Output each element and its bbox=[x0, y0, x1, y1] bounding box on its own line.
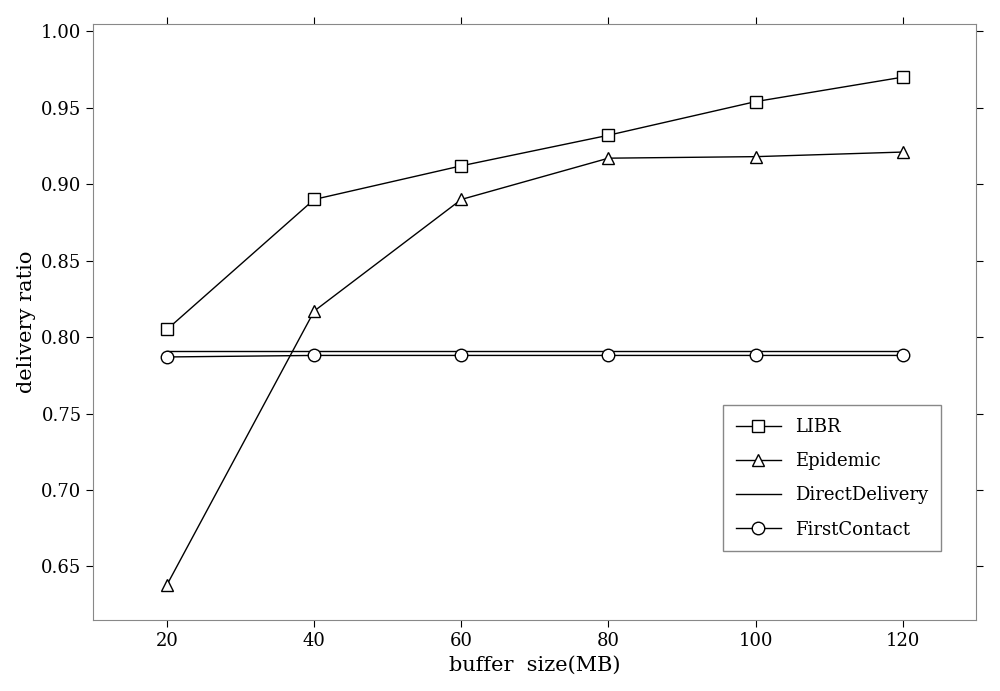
FirstContact bbox=[161, 353, 173, 361]
X-axis label: buffer  size(MB): buffer size(MB) bbox=[449, 655, 621, 674]
LIBR bbox=[455, 162, 467, 170]
LIBR bbox=[750, 97, 762, 106]
DirectDelivery bbox=[750, 347, 762, 355]
Epidemic bbox=[308, 307, 320, 315]
DirectDelivery bbox=[161, 347, 173, 355]
FirstContact bbox=[602, 351, 614, 359]
Epidemic bbox=[455, 196, 467, 204]
Epidemic bbox=[161, 580, 173, 589]
LIBR bbox=[897, 73, 909, 82]
Epidemic bbox=[602, 154, 614, 162]
DirectDelivery bbox=[897, 347, 909, 355]
Epidemic bbox=[750, 153, 762, 161]
FirstContact bbox=[308, 351, 320, 359]
Line: LIBR: LIBR bbox=[161, 72, 908, 335]
Y-axis label: delivery ratio: delivery ratio bbox=[17, 251, 36, 393]
LIBR bbox=[161, 325, 173, 334]
Epidemic bbox=[897, 148, 909, 156]
FirstContact bbox=[897, 351, 909, 359]
DirectDelivery bbox=[455, 347, 467, 355]
LIBR bbox=[602, 131, 614, 140]
FirstContact bbox=[455, 351, 467, 359]
Line: FirstContact: FirstContact bbox=[161, 349, 909, 363]
LIBR bbox=[308, 196, 320, 204]
DirectDelivery bbox=[602, 347, 614, 355]
Legend: LIBR, Epidemic, DirectDelivery, FirstContact: LIBR, Epidemic, DirectDelivery, FirstCon… bbox=[723, 406, 941, 551]
Line: Epidemic: Epidemic bbox=[161, 146, 909, 591]
DirectDelivery bbox=[308, 347, 320, 355]
FirstContact bbox=[750, 351, 762, 359]
